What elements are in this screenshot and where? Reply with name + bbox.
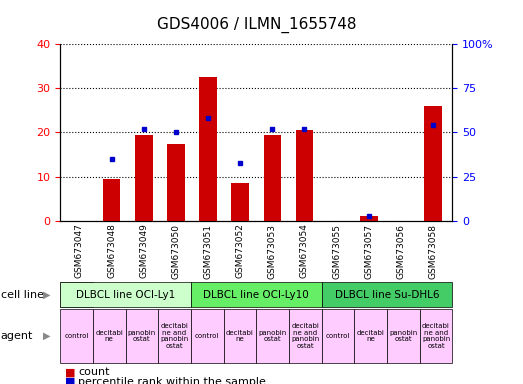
Text: control: control (64, 333, 89, 339)
Text: decitabi
ne and
panobin
ostat: decitabi ne and panobin ostat (161, 323, 189, 349)
Text: control: control (326, 333, 350, 339)
Text: panobin
ostat: panobin ostat (128, 330, 156, 342)
Text: decitabi
ne: decitabi ne (95, 330, 123, 342)
Bar (295, 130, 313, 221)
Bar (135, 135, 153, 221)
Text: decitabi
ne: decitabi ne (357, 330, 384, 342)
Bar (360, 217, 378, 221)
Text: DLBCL line OCI-Ly1: DLBCL line OCI-Ly1 (76, 290, 175, 300)
Text: panobin
ostat: panobin ostat (258, 330, 287, 342)
Text: agent: agent (1, 331, 33, 341)
Bar (199, 77, 217, 221)
Text: percentile rank within the sample: percentile rank within the sample (78, 377, 266, 384)
Text: decitabi
ne: decitabi ne (226, 330, 254, 342)
Text: decitabi
ne and
panobin
ostat: decitabi ne and panobin ostat (422, 323, 450, 349)
Text: ■: ■ (65, 367, 76, 377)
Text: decitabi
ne and
panobin
ostat: decitabi ne and panobin ostat (291, 323, 320, 349)
Bar (103, 179, 120, 221)
Text: DLBCL line OCI-Ly10: DLBCL line OCI-Ly10 (203, 290, 309, 300)
Text: GDS4006 / ILMN_1655748: GDS4006 / ILMN_1655748 (156, 17, 356, 33)
Bar (264, 135, 281, 221)
Text: count: count (78, 367, 110, 377)
Text: cell line: cell line (1, 290, 43, 300)
Text: DLBCL line Su-DHL6: DLBCL line Su-DHL6 (335, 290, 439, 300)
Text: ▶: ▶ (43, 290, 51, 300)
Text: ▶: ▶ (43, 331, 51, 341)
Text: ■: ■ (65, 377, 76, 384)
Text: panobin
ostat: panobin ostat (389, 330, 417, 342)
Bar (167, 144, 185, 221)
Bar (424, 106, 442, 221)
Text: control: control (195, 333, 220, 339)
Bar (231, 183, 249, 221)
